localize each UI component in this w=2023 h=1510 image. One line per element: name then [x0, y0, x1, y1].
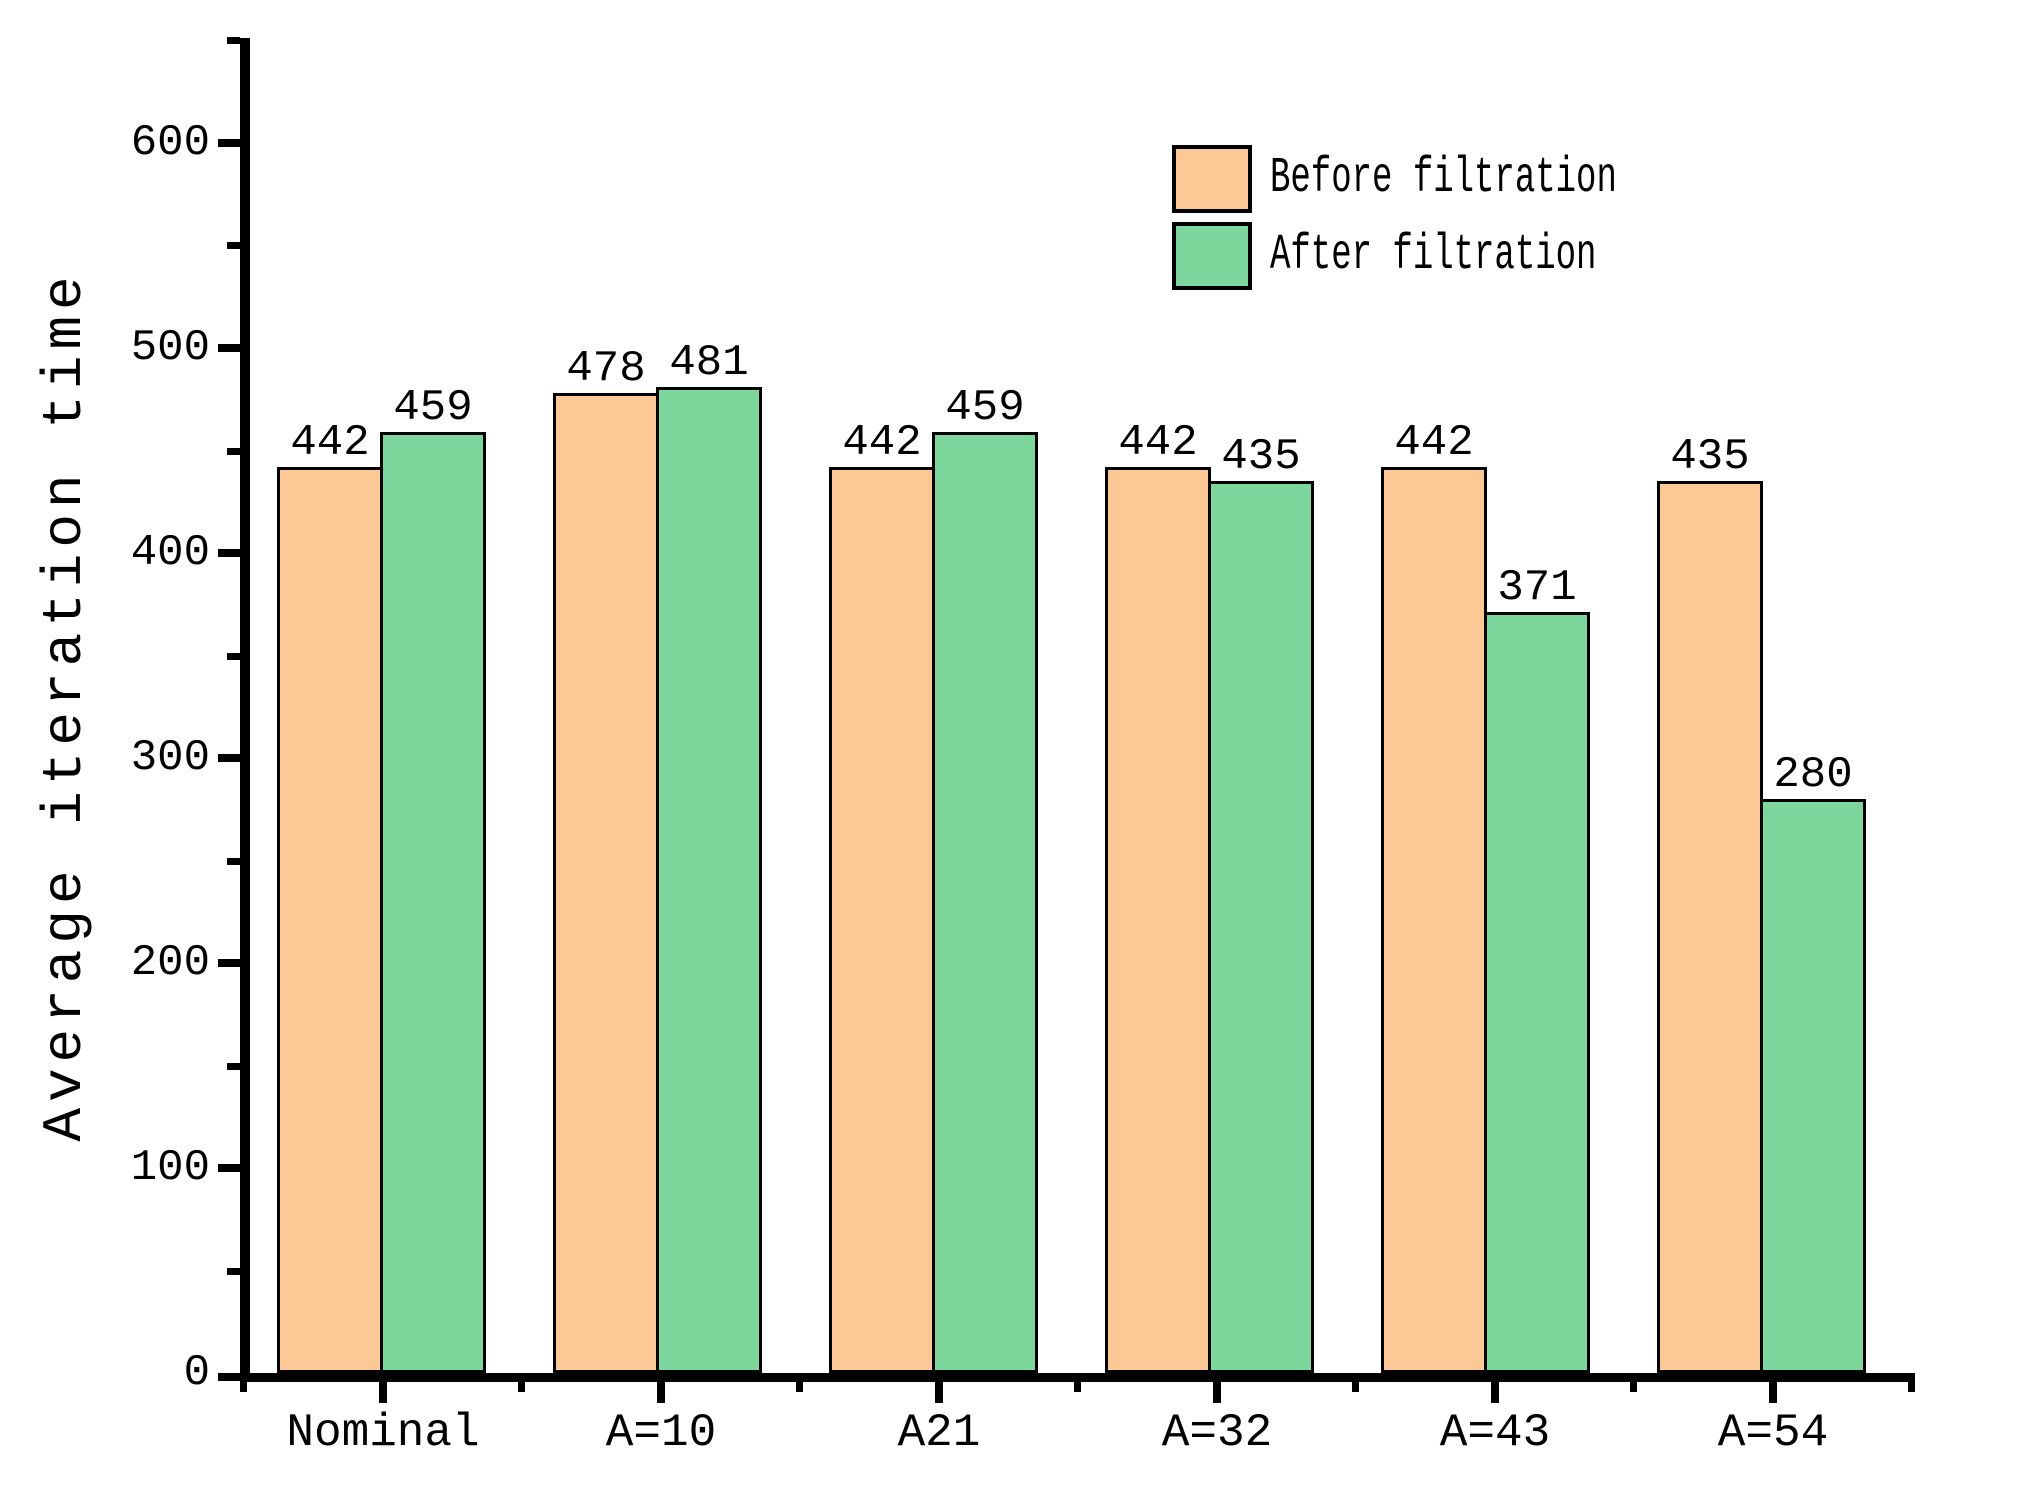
y-minor-tick	[227, 448, 240, 455]
bar-value-label: 442	[842, 418, 922, 468]
y-tick-label: 600	[130, 118, 210, 168]
bar-after-a54: 280	[1760, 753, 1866, 1373]
y-tick-label: 100	[130, 1143, 210, 1193]
bar-value-label: 459	[393, 383, 473, 433]
bar-before-a21: 442	[829, 421, 935, 1373]
x-tick-label: A=43	[1439, 1407, 1551, 1459]
bar-before-a43: 442	[1381, 421, 1487, 1373]
bar-before-a32: 442	[1105, 421, 1211, 1373]
y-minor-tick	[227, 242, 240, 249]
bar-value-label: 478	[566, 344, 646, 394]
bar-value-label: 481	[669, 338, 749, 388]
bar-after-nominal: 459	[380, 386, 486, 1373]
bar-value-label: 459	[945, 383, 1025, 433]
x-minor-tick	[1908, 1380, 1915, 1392]
x-tick-label: A=54	[1717, 1407, 1829, 1459]
y-tick-label: 400	[130, 528, 210, 578]
y-minor-tick	[227, 653, 240, 660]
x-major-tick	[935, 1378, 943, 1403]
bar-value-label: 435	[1670, 432, 1750, 482]
bar-before-a54: 435	[1657, 435, 1763, 1373]
y-major-tick	[218, 1164, 240, 1172]
y-tick-label: 500	[130, 323, 210, 373]
legend-swatch-before-filtration	[1172, 145, 1252, 213]
legend-swatch-after-filtration	[1172, 222, 1252, 290]
bar-value-label: 442	[290, 418, 370, 468]
y-major-tick	[218, 754, 240, 762]
x-major-tick	[379, 1378, 387, 1403]
x-tick-label: A=32	[1161, 1407, 1273, 1459]
bar-after-a43: 371	[1484, 566, 1590, 1373]
x-tick-label: A=10	[605, 1407, 717, 1459]
x-minor-tick	[1630, 1380, 1637, 1392]
x-major-tick	[1213, 1378, 1221, 1403]
x-minor-tick	[1074, 1380, 1081, 1392]
legend-label-text: Before filtration	[1270, 150, 1617, 207]
x-tick-label: Nominal	[286, 1407, 480, 1459]
y-minor-tick	[227, 37, 240, 44]
legend-label-after-filtration: After filtration	[1270, 231, 1750, 281]
x-tick-label: A21	[897, 1407, 981, 1459]
bar-after-a21: 459	[932, 386, 1038, 1373]
bar-after-a10: 481	[656, 341, 762, 1373]
y-major-tick	[218, 549, 240, 557]
legend-label-before-filtration: Before filtration	[1270, 154, 1780, 204]
legend-label-text: After filtration	[1270, 227, 1597, 284]
y-major-tick	[218, 344, 240, 352]
y-major-tick	[218, 1373, 240, 1381]
x-minor-tick	[796, 1380, 803, 1392]
y-tick-label: 0	[183, 1348, 210, 1398]
x-axis-line	[240, 1373, 1915, 1382]
y-axis-title: Average iteration time	[33, 270, 97, 1142]
bar-value-label: 280	[1773, 750, 1853, 800]
y-minor-tick	[227, 1063, 240, 1070]
bar-value-label: 435	[1221, 432, 1301, 482]
x-minor-tick	[518, 1380, 525, 1392]
y-tick-label: 200	[130, 938, 210, 988]
x-minor-tick	[240, 1380, 247, 1392]
y-major-tick	[218, 139, 240, 147]
bar-before-a10: 478	[553, 347, 659, 1373]
x-major-tick	[657, 1378, 665, 1403]
y-tick-label: 300	[130, 733, 210, 783]
bar-value-label: 442	[1394, 418, 1474, 468]
y-minor-tick	[227, 1268, 240, 1275]
y-minor-tick	[227, 858, 240, 865]
y-axis-line	[240, 38, 250, 1382]
x-minor-tick	[1352, 1380, 1359, 1392]
bar-before-nominal: 442	[277, 421, 383, 1373]
bar-value-label: 371	[1497, 563, 1577, 613]
x-major-tick	[1491, 1378, 1499, 1403]
bar-value-label: 442	[1118, 418, 1198, 468]
bar-after-a32: 435	[1208, 435, 1314, 1373]
x-major-tick	[1769, 1378, 1777, 1403]
y-major-tick	[218, 959, 240, 967]
